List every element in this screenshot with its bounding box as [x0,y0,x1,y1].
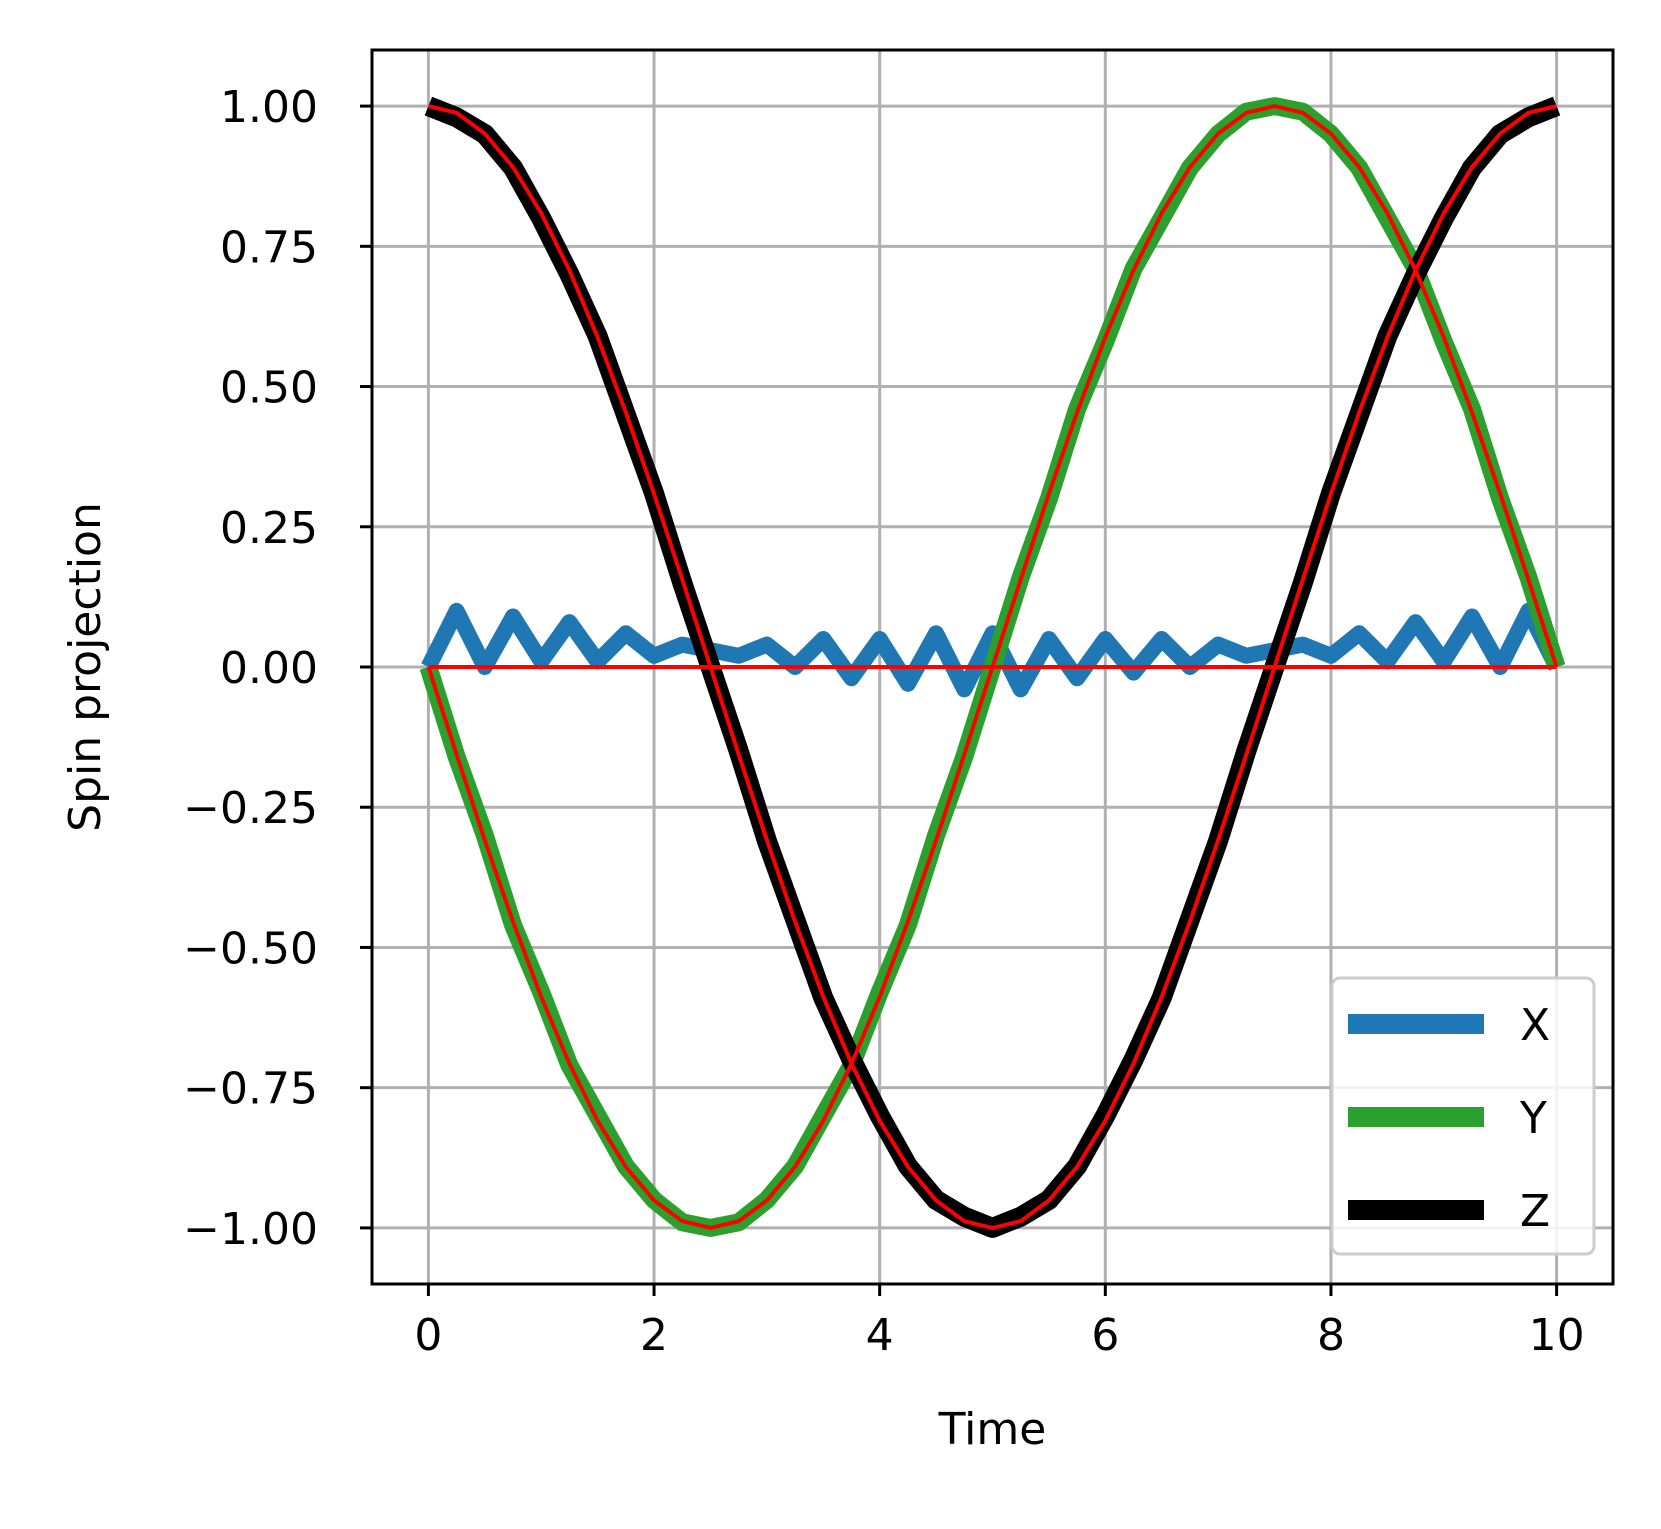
x-tick-label: 10 [1529,1310,1585,1361]
y-tick-label: −1.00 [183,1204,318,1255]
y-tick-label: 1.00 [220,82,318,133]
x-tick-label: 8 [1317,1310,1345,1361]
y-tick-label: 0.25 [220,503,318,554]
y-tick-label: 0.50 [220,363,318,414]
y-tick-label: 0.75 [220,222,318,273]
reference-line-2 [427,104,1558,1230]
y-tick-label: −0.75 [183,1064,318,1115]
y-tick-label: 0.00 [220,643,318,694]
y-axis-title: Spin projection [60,502,111,832]
x-tick-label: 6 [1091,1310,1119,1361]
x-axis-title: Time [938,1404,1047,1455]
series-line-x [421,602,1564,698]
legend-label-x: X [1520,1000,1550,1051]
ticks: 0 2 4 6 8 10 1.00 0.75 0.50 0.25 0.00 −0.25 −0.50 −0.… [183,82,1584,1361]
x-tick-label: 4 [866,1310,894,1361]
reference-line-1 [426,104,1559,1230]
x-tick-label: 0 [414,1310,442,1361]
x-tick-label: 2 [640,1310,668,1361]
legend-label-y: Y [1519,1093,1547,1144]
y-tick-label: −0.50 [183,923,318,974]
reference-lines-layer [426,104,1559,1230]
legend-label-z: Z [1520,1186,1550,1237]
legend: XYZ [1330,976,1596,1256]
y-tick-label: −0.25 [183,783,318,834]
